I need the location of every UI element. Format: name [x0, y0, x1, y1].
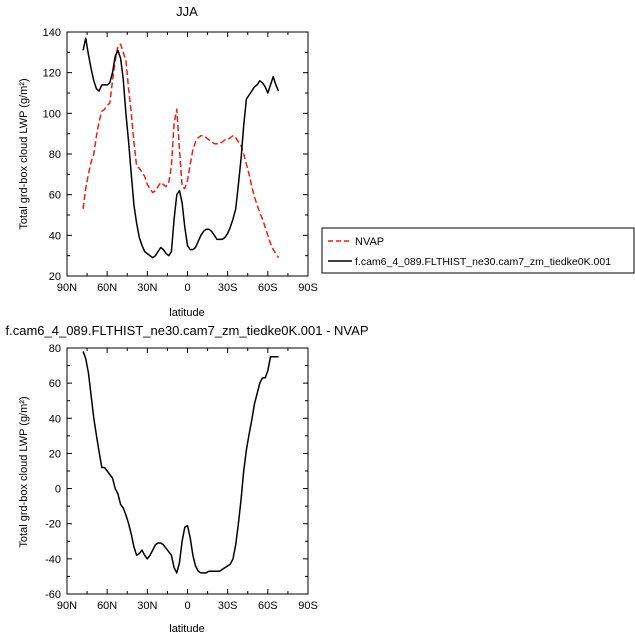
- series-line-0-1: [82, 37, 280, 259]
- x-tick-label: 60S: [258, 600, 278, 612]
- x-tick-label: 30S: [218, 282, 238, 294]
- bottom-plot-marks: 90N 60N 30N 0 30S 60S 90S -60 -40 -20 0 20 40 60 80: [45, 343, 318, 612]
- bottom-x-axis-label: latitude: [169, 623, 204, 635]
- series-line-0-0: [82, 43, 280, 259]
- y-tick-label: -60: [45, 589, 61, 601]
- bottom-plot-frame: [66, 347, 309, 595]
- top-panel: JJA 90N 60N 30N 0 30S 60S 90S 20 40 60 80 100 120 140…: [18, 4, 318, 319]
- y-tick-label: -40: [45, 554, 61, 566]
- y-tick-label: 40: [49, 230, 61, 242]
- y-tick-label: 60: [49, 190, 61, 202]
- y-tick-label: 60: [49, 378, 61, 390]
- y-tick-label: 0: [55, 484, 61, 496]
- y-tick-label: 40: [49, 413, 61, 425]
- top-x-axis-label: latitude: [169, 307, 204, 319]
- x-tick-label: 0: [184, 600, 190, 612]
- x-tick-label: 60S: [258, 282, 278, 294]
- x-tick-label: 30S: [218, 600, 238, 612]
- top-chart-title: JJA: [176, 4, 198, 19]
- x-tick-label: 90S: [298, 282, 318, 294]
- bottom-chart-title: f.cam6_4_089.FLTHIST_ne30.cam7_zm_tiedke…: [6, 323, 369, 338]
- x-tick-label: 60N: [97, 600, 117, 612]
- y-tick-label: 140: [43, 27, 61, 39]
- x-tick-label: 90N: [57, 282, 77, 294]
- top-y-axis-label: Total grd-box cloud LWP (g/m²): [18, 78, 30, 229]
- legend-label-nvap: NVAP: [355, 236, 384, 248]
- y-tick-label: 100: [43, 108, 61, 120]
- series-line-1-0: [82, 351, 279, 574]
- top-plot-marks: 90N 60N 30N 0 30S 60S 90S 20 40 60 80 100 120 140: [43, 27, 318, 294]
- x-tick-label: 60N: [97, 282, 117, 294]
- x-tick-label: 90S: [298, 600, 318, 612]
- x-tick-label: 90N: [57, 600, 77, 612]
- y-tick-label: 20: [49, 271, 61, 283]
- legend: NVAP f.cam6_4_089.FLTHIST_ne30.cam7_zm_t…: [321, 227, 635, 274]
- y-tick-label: -20: [45, 519, 61, 531]
- x-tick-label: 30N: [137, 282, 157, 294]
- y-tick-label: 20: [49, 448, 61, 460]
- bottom-y-axis-label: Total grd-box cloud LWP (g/m²): [18, 396, 30, 547]
- legend-frame: [321, 227, 635, 274]
- top-plot-frame: [66, 31, 309, 277]
- x-tick-label: 30N: [137, 600, 157, 612]
- y-tick-label: 80: [49, 343, 61, 355]
- bottom-panel: f.cam6_4_089.FLTHIST_ne30.cam7_zm_tiedke…: [6, 323, 369, 635]
- legend-label-model: f.cam6_4_089.FLTHIST_ne30.cam7_zm_tiedke…: [355, 256, 611, 268]
- y-tick-label: 80: [49, 149, 61, 161]
- x-tick-label: 0: [184, 282, 190, 294]
- y-tick-label: 120: [43, 68, 61, 80]
